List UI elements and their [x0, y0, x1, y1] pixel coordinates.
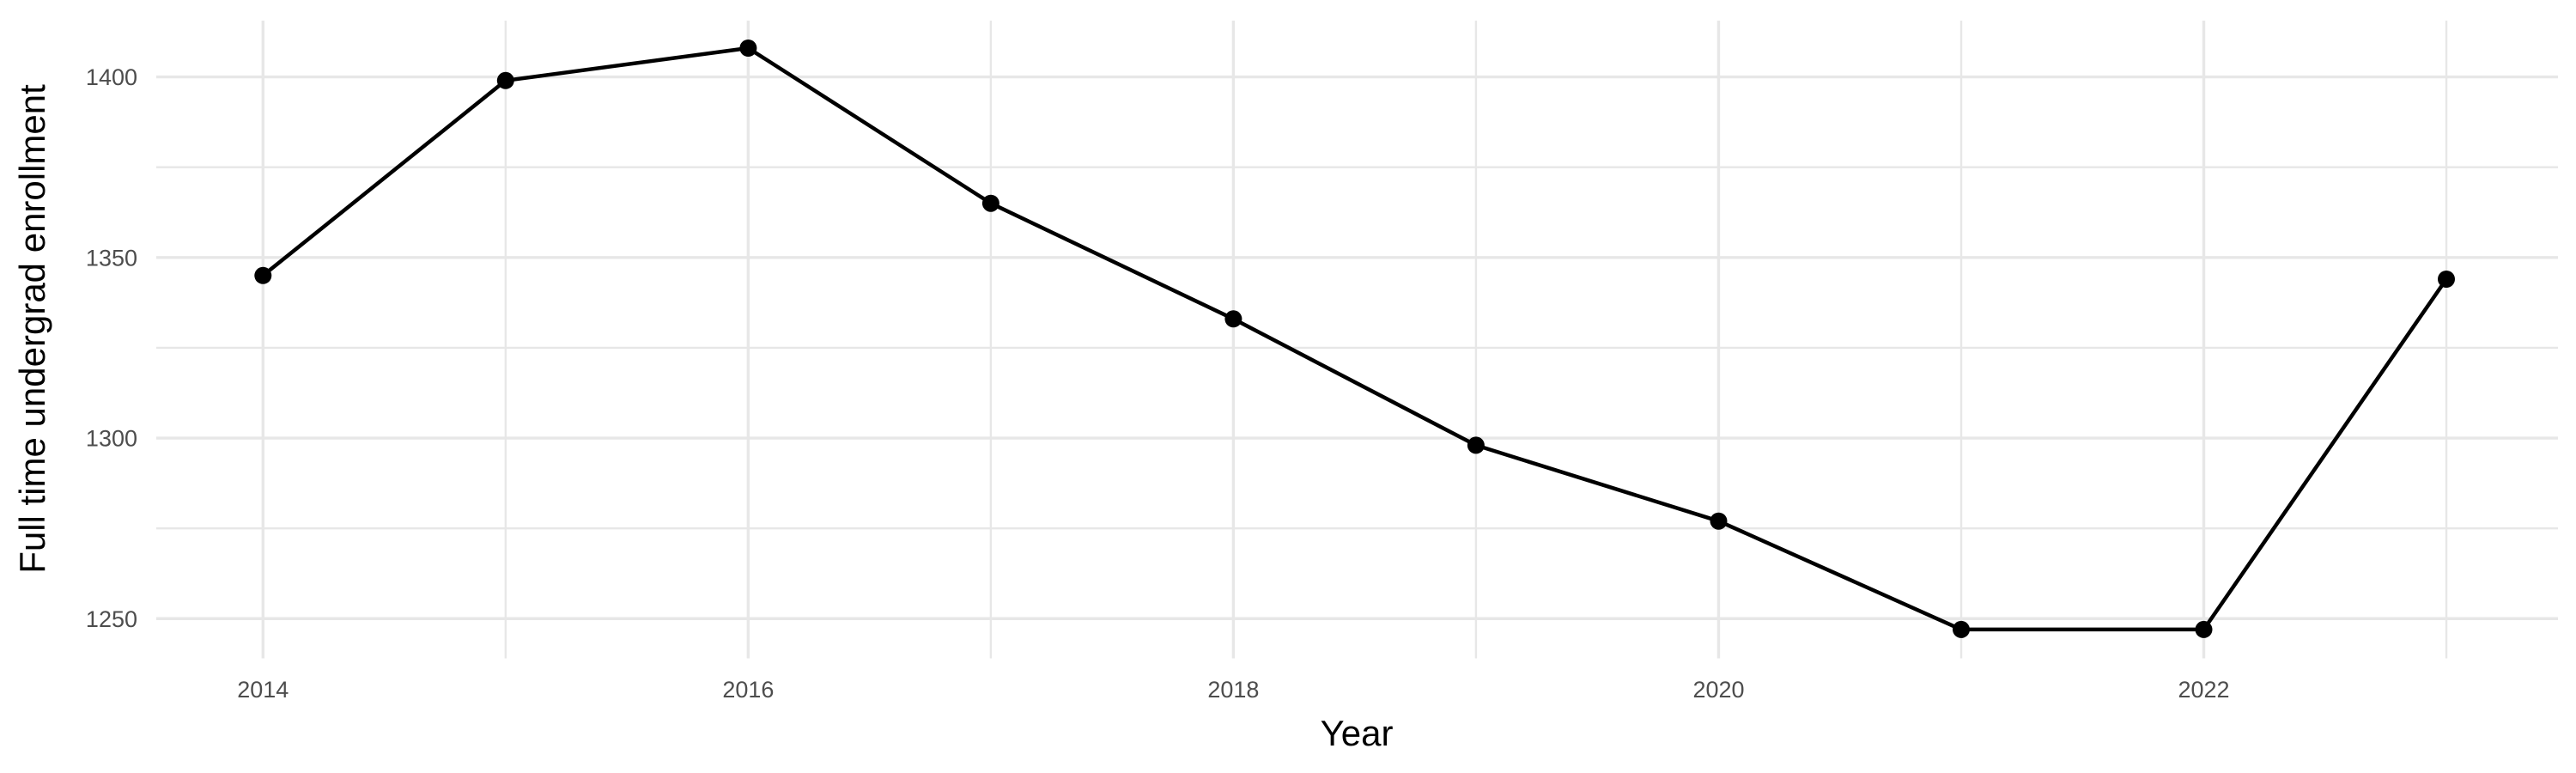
x-tick-label-2022: 2022: [2178, 677, 2229, 703]
y-axis-title: Full time undergrad enrollment: [12, 84, 52, 574]
data-point-2017: [981, 194, 999, 212]
data-series: [254, 40, 2455, 638]
y-tick-label-1250: 1250: [86, 606, 137, 632]
data-point-2016: [739, 40, 757, 57]
y-tick-label-1350: 1350: [86, 245, 137, 271]
data-point-2021: [1953, 620, 1970, 638]
gridlines-minor: [156, 21, 2558, 659]
y-tick-label-1300: 1300: [86, 426, 137, 452]
enrollment-trend-line: [261, 46, 2449, 632]
data-point-2019: [1467, 436, 1485, 454]
x-tick-label-2014: 2014: [237, 677, 289, 703]
data-point-2018: [1224, 310, 1242, 328]
y-tick-label-1400: 1400: [86, 64, 137, 90]
data-point-2015: [496, 71, 514, 89]
data-point-2023: [2438, 271, 2455, 288]
y-axis-tick-labels: 1250 1300 1350 1400: [86, 64, 137, 632]
data-point-2022: [2195, 620, 2213, 638]
x-tick-label-2016: 2016: [722, 677, 774, 703]
gridlines-major: [156, 21, 2558, 659]
x-tick-label-2020: 2020: [1692, 677, 1744, 703]
data-point-2020: [1710, 512, 1728, 530]
data-point-2014: [254, 266, 272, 284]
x-tick-label-2018: 2018: [1207, 677, 1259, 703]
x-axis-title: Year: [1321, 713, 1394, 753]
x-axis-tick-labels: 2014 2016 2018 2020 2022: [237, 677, 2229, 703]
